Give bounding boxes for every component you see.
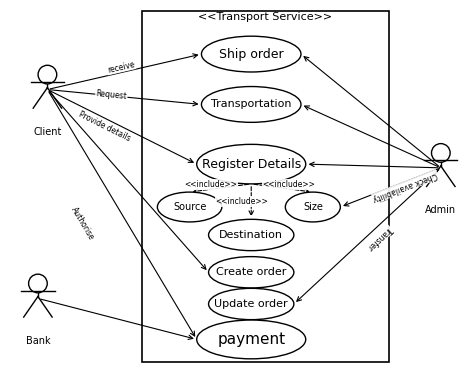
Text: Admin: Admin (425, 205, 456, 215)
Bar (142, 11, 389, 362)
Text: <<include>>: <<include>> (215, 197, 268, 206)
Text: Ship order: Ship order (219, 48, 283, 60)
Ellipse shape (28, 274, 47, 293)
Text: Transfer: Transfer (365, 225, 393, 253)
Text: receive: receive (106, 60, 136, 75)
Text: Update order: Update order (214, 299, 288, 309)
Ellipse shape (201, 36, 301, 72)
Ellipse shape (197, 320, 306, 359)
Ellipse shape (38, 65, 57, 84)
Text: Size: Size (303, 202, 323, 212)
Ellipse shape (209, 288, 294, 320)
Ellipse shape (431, 144, 450, 162)
Text: <<include>>: <<include>> (184, 180, 237, 189)
Text: Check availability: Check availability (372, 170, 439, 203)
Ellipse shape (197, 144, 306, 184)
Ellipse shape (201, 87, 301, 122)
Ellipse shape (157, 192, 222, 222)
Ellipse shape (285, 192, 340, 222)
Text: Provide details: Provide details (77, 110, 132, 144)
Text: Transportation: Transportation (211, 100, 292, 109)
Text: Authorise: Authorise (70, 206, 96, 242)
Text: Register Details: Register Details (201, 158, 301, 170)
Text: Source: Source (173, 202, 206, 212)
Ellipse shape (209, 257, 294, 288)
Text: payment: payment (217, 332, 285, 347)
Text: Destination: Destination (219, 230, 283, 240)
Text: <<Transport Service>>: <<Transport Service>> (199, 12, 332, 22)
Text: Client: Client (33, 127, 62, 137)
Text: Create order: Create order (216, 267, 286, 277)
Text: Bank: Bank (26, 336, 50, 346)
Text: <<include>>: <<include>> (263, 180, 316, 189)
Text: Request: Request (95, 89, 128, 101)
Ellipse shape (209, 219, 294, 251)
